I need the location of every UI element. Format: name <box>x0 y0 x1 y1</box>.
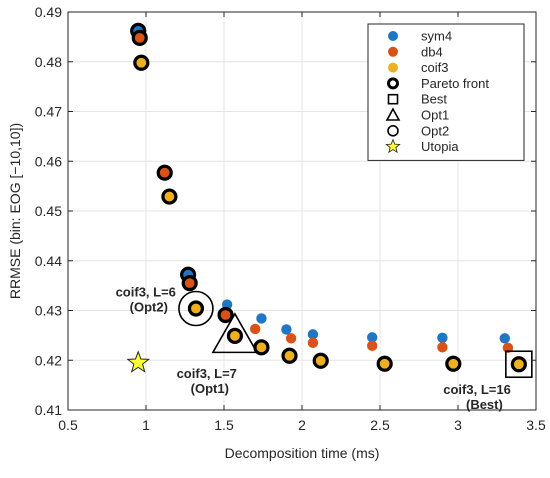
db4-point <box>307 337 319 349</box>
pareto-front-point <box>131 29 148 46</box>
pareto-front-point <box>156 164 173 181</box>
legend-box <box>367 23 525 161</box>
plot-frame <box>67 11 537 411</box>
x-tick-label: 1.5 <box>214 417 234 433</box>
y-tick-label: 0.49 <box>35 4 62 20</box>
y-tick-label: 0.47 <box>35 104 62 120</box>
sym4-point <box>256 313 267 324</box>
annotation-best-line1: coif3, L=16 <box>443 382 511 397</box>
sym4-point <box>307 329 319 340</box>
annotation-opt2-line2: (Opt2) <box>130 300 168 315</box>
legend-best-label: Best <box>421 92 447 107</box>
db4-point <box>437 342 448 353</box>
x-axis-label: Decomposition time (ms) <box>225 445 380 461</box>
pareto-front-point <box>217 306 234 324</box>
db4-point <box>250 323 261 335</box>
x-tick-label: 0.5 <box>58 417 78 433</box>
y-tick-label: 0.43 <box>35 303 62 319</box>
legend-coif3-label: coif3 <box>421 60 448 75</box>
y-tick-label: 0.46 <box>35 153 62 169</box>
annotation-opt1-line1: coif3, L=7 <box>177 366 237 381</box>
y-tick-label: 0.48 <box>35 54 62 70</box>
x-tick-label: 1 <box>142 417 150 433</box>
legend-utopia-marker <box>385 138 401 154</box>
db4-point <box>502 342 514 354</box>
pareto-front-point <box>376 355 393 372</box>
legend-opt2-label: Opt2 <box>421 123 449 138</box>
x-tick-label: 3.5 <box>526 417 546 433</box>
axes: 0.5 1 1.5 2 2.5 3 3.5 0.41 0.42 0.43 0.44 0.45 0.46 0… <box>35 4 546 433</box>
opt1-triangle-marker <box>211 312 259 354</box>
pareto-front-point <box>445 355 462 372</box>
legend-opt2-marker <box>387 125 399 137</box>
annotation-opt2-line1: coif3, L=6 <box>116 285 176 300</box>
x-tick-label: 2 <box>298 417 306 433</box>
pareto-front-point <box>133 54 150 71</box>
sym4-point <box>367 332 378 343</box>
y-tick-label: 0.42 <box>35 352 62 368</box>
pareto-front-point <box>187 300 205 317</box>
legend-db4-marker <box>388 46 398 57</box>
pareto-front-point <box>510 356 527 373</box>
data-points <box>126 22 527 373</box>
pareto-front-point <box>312 352 329 369</box>
sym4-point <box>437 332 448 344</box>
pareto-front-point <box>181 275 198 292</box>
x-tick-label: 2.5 <box>370 417 390 433</box>
legend-pareto-front-marker <box>387 77 399 90</box>
best-square-marker <box>505 350 533 379</box>
legend-sym4-label: sym4 <box>421 29 452 44</box>
opt2-circle-marker <box>178 290 214 327</box>
y-tick-label: 0.44 <box>35 253 62 269</box>
annotations: coif3, L=6(Opt2) coif3, L=7(Opt1) coif3, L… <box>116 285 533 412</box>
annotation-best-line2: (Best) <box>466 397 503 412</box>
pareto-front-point <box>226 327 244 344</box>
legend-coif3-marker <box>388 62 398 73</box>
y-tick-label: 0.41 <box>35 402 62 418</box>
legend-opt1-marker <box>385 107 401 121</box>
sym4-point <box>499 333 510 344</box>
y-tick-label: 0.45 <box>35 203 62 219</box>
annotation-opt1-line2: (Opt1) <box>191 381 229 396</box>
sym4-point <box>281 324 292 335</box>
legend-best-marker <box>387 93 399 105</box>
legend-sym4-marker <box>388 31 398 41</box>
db4-point <box>367 340 378 352</box>
legend-pareto-front-label: Pareto front <box>421 76 489 91</box>
legend-opt1-label: Opt1 <box>421 108 449 123</box>
y-axis-label: RRMSE (bin: EOG [−10,10]) <box>7 123 23 299</box>
pareto-front-point <box>281 347 298 364</box>
x-tick-label: 3 <box>454 417 462 433</box>
utopia-star <box>126 350 151 373</box>
db4-point <box>285 333 297 344</box>
pareto-front-point <box>161 188 178 205</box>
legend-utopia-label: Utopia <box>421 139 459 154</box>
legend-db4-label: db4 <box>421 44 443 59</box>
